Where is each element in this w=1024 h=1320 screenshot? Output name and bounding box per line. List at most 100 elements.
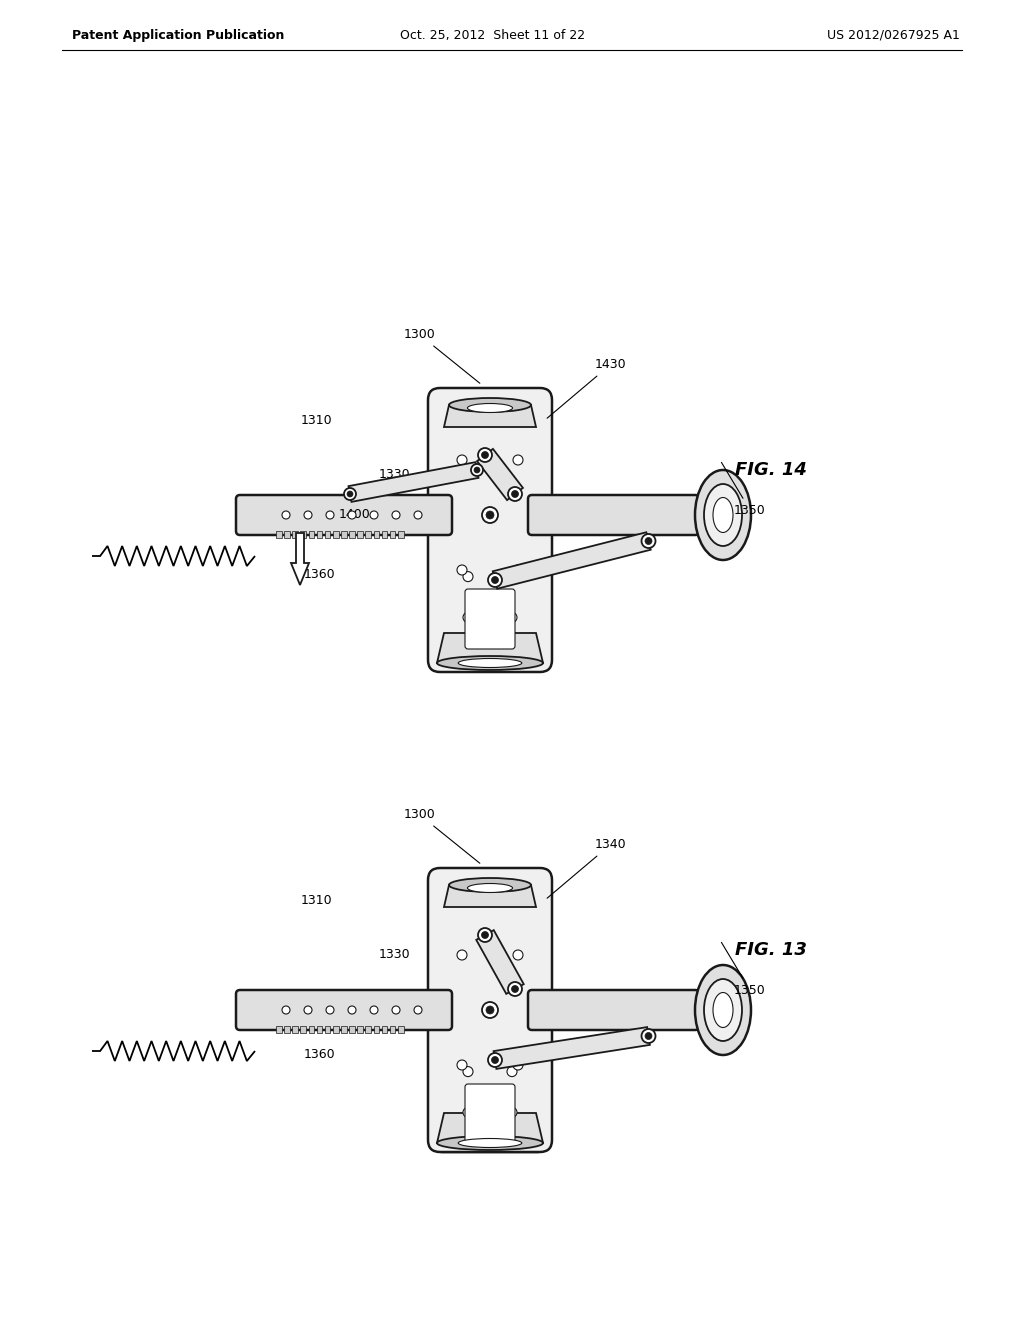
- Circle shape: [392, 1006, 400, 1014]
- Circle shape: [481, 451, 488, 458]
- Bar: [300, 1026, 306, 1034]
- Bar: [284, 531, 290, 539]
- Circle shape: [482, 1002, 498, 1018]
- Bar: [366, 1026, 371, 1034]
- Bar: [333, 1026, 339, 1034]
- Bar: [374, 1026, 379, 1034]
- Circle shape: [507, 1107, 517, 1118]
- Polygon shape: [444, 884, 536, 907]
- Circle shape: [492, 1056, 499, 1064]
- Circle shape: [457, 1060, 467, 1071]
- Circle shape: [414, 1006, 422, 1014]
- Bar: [316, 531, 323, 539]
- Circle shape: [348, 1006, 356, 1014]
- Ellipse shape: [467, 404, 513, 412]
- Circle shape: [488, 1053, 502, 1067]
- Text: 1330: 1330: [379, 949, 410, 961]
- Ellipse shape: [713, 498, 733, 532]
- Bar: [308, 1026, 314, 1034]
- Ellipse shape: [437, 656, 543, 671]
- Circle shape: [508, 982, 522, 997]
- FancyBboxPatch shape: [236, 990, 452, 1030]
- Text: 1300: 1300: [404, 808, 480, 863]
- Circle shape: [512, 986, 518, 993]
- Circle shape: [513, 1060, 523, 1071]
- Circle shape: [392, 511, 400, 519]
- Bar: [357, 1026, 362, 1034]
- Circle shape: [513, 565, 523, 576]
- Circle shape: [463, 1107, 473, 1118]
- Text: 1400: 1400: [338, 508, 370, 521]
- Ellipse shape: [449, 878, 531, 892]
- Circle shape: [488, 573, 502, 587]
- Circle shape: [474, 467, 480, 473]
- Polygon shape: [444, 405, 536, 426]
- Circle shape: [641, 535, 655, 548]
- Circle shape: [481, 932, 488, 939]
- Circle shape: [348, 511, 356, 519]
- Text: 1300: 1300: [404, 329, 480, 383]
- FancyBboxPatch shape: [436, 1020, 544, 1152]
- Ellipse shape: [705, 979, 742, 1041]
- Text: 1340: 1340: [547, 838, 626, 898]
- Bar: [333, 531, 339, 539]
- Circle shape: [507, 1067, 517, 1077]
- Ellipse shape: [467, 883, 513, 892]
- Ellipse shape: [695, 965, 751, 1055]
- Bar: [341, 1026, 347, 1034]
- Circle shape: [457, 950, 467, 960]
- Circle shape: [414, 511, 422, 519]
- FancyBboxPatch shape: [465, 589, 515, 649]
- Polygon shape: [291, 533, 309, 585]
- Bar: [349, 531, 354, 539]
- Circle shape: [463, 612, 473, 623]
- Text: 1310: 1310: [300, 413, 332, 426]
- Polygon shape: [477, 449, 523, 500]
- Polygon shape: [476, 931, 523, 994]
- Circle shape: [512, 491, 518, 498]
- Circle shape: [463, 1067, 473, 1077]
- Circle shape: [347, 491, 353, 498]
- Polygon shape: [493, 532, 650, 589]
- Text: FIG. 14: FIG. 14: [735, 461, 807, 479]
- Text: Patent Application Publication: Patent Application Publication: [72, 29, 285, 42]
- Bar: [398, 531, 403, 539]
- Circle shape: [508, 487, 522, 502]
- Ellipse shape: [458, 659, 522, 668]
- Text: 1430: 1430: [547, 359, 626, 418]
- Circle shape: [482, 507, 498, 523]
- Circle shape: [344, 488, 356, 500]
- Text: 1360: 1360: [303, 1048, 335, 1061]
- Text: Oct. 25, 2012  Sheet 11 of 22: Oct. 25, 2012 Sheet 11 of 22: [400, 29, 585, 42]
- Circle shape: [513, 455, 523, 465]
- Bar: [325, 1026, 331, 1034]
- Text: 1350: 1350: [722, 462, 766, 516]
- Bar: [276, 531, 282, 539]
- Polygon shape: [437, 634, 543, 663]
- Ellipse shape: [705, 484, 742, 546]
- FancyBboxPatch shape: [465, 1084, 515, 1144]
- Bar: [382, 531, 387, 539]
- Bar: [390, 1026, 395, 1034]
- Bar: [325, 531, 331, 539]
- Circle shape: [486, 511, 494, 519]
- Circle shape: [282, 1006, 290, 1014]
- Circle shape: [645, 1032, 652, 1040]
- FancyBboxPatch shape: [528, 990, 699, 1030]
- Text: 1330: 1330: [379, 469, 410, 482]
- Bar: [316, 1026, 323, 1034]
- Bar: [284, 1026, 290, 1034]
- Ellipse shape: [458, 1138, 522, 1147]
- Circle shape: [645, 537, 652, 544]
- Circle shape: [471, 465, 483, 477]
- Circle shape: [304, 511, 312, 519]
- FancyBboxPatch shape: [236, 495, 452, 535]
- Bar: [390, 531, 395, 539]
- Ellipse shape: [695, 470, 751, 560]
- Circle shape: [486, 1006, 494, 1014]
- Circle shape: [282, 511, 290, 519]
- Circle shape: [641, 1030, 655, 1043]
- Text: 1360: 1360: [303, 569, 335, 582]
- FancyBboxPatch shape: [528, 495, 699, 535]
- Circle shape: [463, 572, 473, 582]
